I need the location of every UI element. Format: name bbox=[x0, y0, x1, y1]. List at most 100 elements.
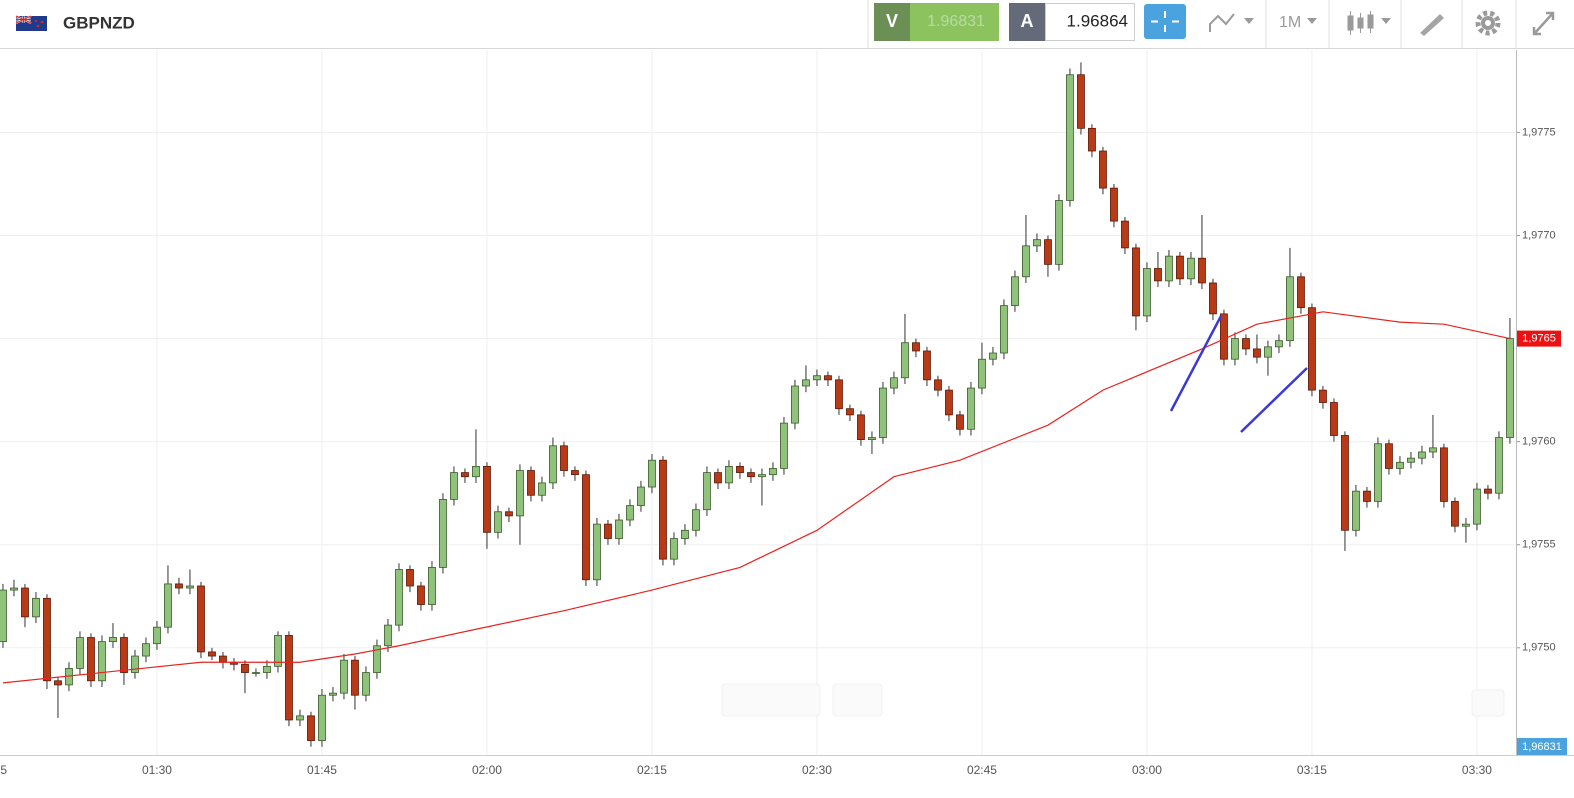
candle-body bbox=[109, 637, 117, 643]
candle-body bbox=[1055, 200, 1063, 265]
candle-style-button[interactable] bbox=[1347, 11, 1391, 35]
sell-price: 1.96831 bbox=[927, 13, 985, 30]
candle-body bbox=[549, 445, 557, 484]
candle-body bbox=[1242, 338, 1250, 350]
candle-body bbox=[1165, 255, 1173, 282]
candle-body bbox=[1286, 276, 1294, 342]
candle-body bbox=[604, 523, 612, 539]
candle-body bbox=[1396, 461, 1404, 469]
candle-body bbox=[1330, 402, 1338, 436]
reset-control[interactable] bbox=[832, 683, 883, 717]
chart-type-button[interactable] bbox=[1209, 13, 1254, 32]
buy-price-box[interactable] bbox=[1045, 3, 1135, 41]
candle-body bbox=[912, 342, 920, 352]
candle-body bbox=[1352, 490, 1360, 531]
moving-average bbox=[2, 311, 1511, 684]
bottom-tag bbox=[1517, 738, 1567, 755]
y-tick-label: 1,9775 bbox=[1522, 126, 1556, 138]
candle-body bbox=[1341, 435, 1349, 531]
x-tick-label: 02:30 bbox=[802, 763, 832, 777]
candle-body bbox=[219, 655, 227, 663]
candle-body bbox=[967, 387, 975, 430]
y-tick-label: 1,9750 bbox=[1522, 642, 1556, 654]
grid bbox=[0, 50, 1516, 755]
candle-body bbox=[1418, 451, 1426, 459]
scroll-control[interactable] bbox=[1471, 689, 1505, 717]
candle-body bbox=[1187, 257, 1195, 280]
candle-body bbox=[164, 583, 172, 628]
candle-body bbox=[1495, 437, 1503, 494]
candle-body bbox=[21, 587, 29, 618]
candle-body bbox=[681, 529, 689, 539]
bottom-tag-label: 1,96831 bbox=[1522, 741, 1562, 753]
last-price-tag bbox=[1517, 330, 1561, 347]
candle-body bbox=[307, 715, 315, 741]
draw-button[interactable] bbox=[1418, 14, 1444, 37]
candle-body bbox=[879, 387, 887, 438]
candle-body bbox=[1154, 268, 1162, 282]
candle-body bbox=[736, 466, 744, 473]
sell-button[interactable] bbox=[874, 3, 910, 41]
candle-body bbox=[1462, 523, 1470, 527]
candle-body bbox=[813, 375, 821, 381]
zoom-controls[interactable] bbox=[721, 683, 821, 717]
toolbar bbox=[0, 0, 1574, 48]
candle-body bbox=[494, 511, 502, 533]
candle-body bbox=[1231, 338, 1239, 360]
last-price-label: 1,9765 bbox=[1522, 333, 1556, 345]
candle-body bbox=[285, 635, 293, 721]
buy-button[interactable] bbox=[1009, 3, 1045, 41]
candle-body bbox=[1451, 501, 1459, 527]
candle-body bbox=[395, 569, 403, 626]
candle-body bbox=[384, 624, 392, 647]
x-tick-label: 03:15 bbox=[1297, 763, 1327, 777]
candle-body bbox=[1264, 346, 1272, 358]
candle-body bbox=[571, 470, 579, 476]
candle-body bbox=[1407, 457, 1415, 463]
x-tick-label: 02:00 bbox=[472, 763, 502, 777]
candle-body bbox=[417, 585, 425, 605]
candle-body bbox=[131, 655, 139, 673]
drawn-line bbox=[1240, 367, 1308, 433]
candle-body bbox=[1429, 447, 1437, 453]
y-tick-label: 1,9770 bbox=[1522, 229, 1556, 241]
candle-body bbox=[1506, 338, 1514, 438]
candle-body bbox=[43, 597, 51, 682]
fullscreen-button[interactable] bbox=[1532, 11, 1555, 36]
candle-body bbox=[505, 511, 513, 517]
candle-body bbox=[450, 472, 458, 500]
crosshair-button[interactable] bbox=[1144, 4, 1186, 39]
candle-body bbox=[142, 643, 150, 657]
sell-price-box[interactable] bbox=[910, 3, 999, 41]
candle-body bbox=[1198, 257, 1206, 284]
buy-price: 1.96864 bbox=[1067, 11, 1128, 30]
crosshair-icon bbox=[1151, 11, 1179, 32]
candle-body bbox=[296, 715, 304, 721]
candle-body bbox=[175, 583, 183, 589]
candle-body bbox=[1308, 307, 1316, 391]
x-tick-label: 02:45 bbox=[967, 763, 997, 777]
candle-body bbox=[461, 472, 469, 478]
candle-body bbox=[780, 422, 788, 469]
candle-body bbox=[769, 468, 777, 476]
candle-body bbox=[54, 680, 62, 686]
candle-body bbox=[791, 385, 799, 424]
timeframe-arrow bbox=[1307, 18, 1317, 24]
sell-label: V bbox=[886, 11, 898, 31]
candle-body bbox=[1088, 127, 1096, 152]
candle-body bbox=[76, 637, 84, 669]
candle-body bbox=[472, 466, 480, 478]
candle-body bbox=[824, 375, 832, 381]
candle-body bbox=[428, 567, 436, 605]
candle-body bbox=[527, 470, 535, 496]
x-tick-label: 02:15 bbox=[637, 763, 667, 777]
timeframe[interactable]: 1M bbox=[1279, 14, 1301, 31]
candle-body bbox=[538, 482, 546, 496]
candle-body bbox=[263, 665, 271, 673]
candle-body bbox=[1176, 255, 1184, 280]
drawn-line bbox=[1169, 315, 1223, 412]
candle-body bbox=[329, 692, 337, 696]
candle-body bbox=[1110, 187, 1118, 222]
settings-button[interactable] bbox=[1475, 10, 1501, 36]
